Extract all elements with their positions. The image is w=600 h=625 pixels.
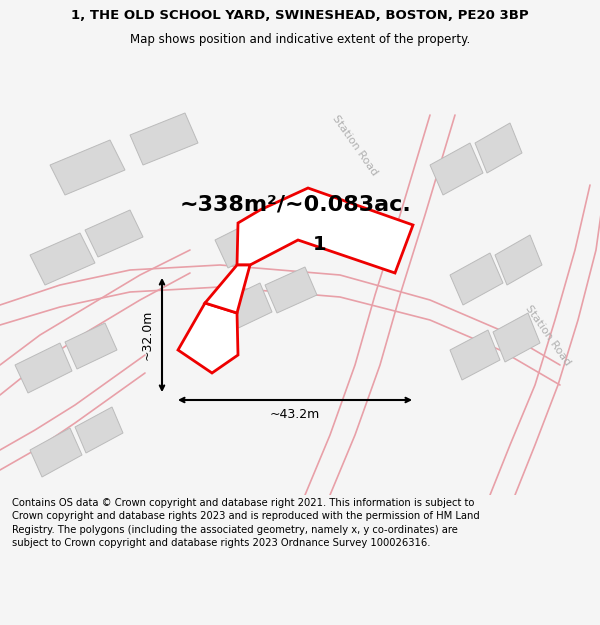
Polygon shape (493, 313, 540, 362)
Polygon shape (475, 123, 522, 173)
Text: ~43.2m: ~43.2m (270, 408, 320, 421)
Polygon shape (30, 233, 95, 285)
Polygon shape (50, 140, 125, 195)
Polygon shape (495, 235, 542, 285)
Polygon shape (65, 323, 117, 369)
Polygon shape (178, 303, 238, 373)
Polygon shape (218, 283, 272, 332)
Polygon shape (30, 428, 82, 477)
Polygon shape (15, 343, 72, 393)
Polygon shape (215, 220, 268, 268)
Text: 1: 1 (313, 236, 327, 254)
Text: Map shows position and indicative extent of the property.: Map shows position and indicative extent… (130, 33, 470, 46)
Polygon shape (450, 330, 500, 380)
Polygon shape (85, 210, 143, 257)
Text: Station Road: Station Road (523, 303, 572, 367)
Polygon shape (265, 267, 317, 313)
Text: ~32.0m: ~32.0m (141, 310, 154, 360)
Text: Station Road: Station Road (331, 113, 380, 177)
Text: 1, THE OLD SCHOOL YARD, SWINESHEAD, BOSTON, PE20 3BP: 1, THE OLD SCHOOL YARD, SWINESHEAD, BOST… (71, 9, 529, 22)
Polygon shape (75, 407, 123, 453)
Polygon shape (130, 113, 198, 165)
Text: ~338m²/~0.083ac.: ~338m²/~0.083ac. (179, 195, 411, 215)
Polygon shape (237, 188, 413, 273)
Text: Contains OS data © Crown copyright and database right 2021. This information is : Contains OS data © Crown copyright and d… (12, 498, 480, 548)
Polygon shape (450, 253, 503, 305)
Polygon shape (258, 205, 307, 251)
Polygon shape (205, 265, 250, 313)
Polygon shape (430, 143, 483, 195)
